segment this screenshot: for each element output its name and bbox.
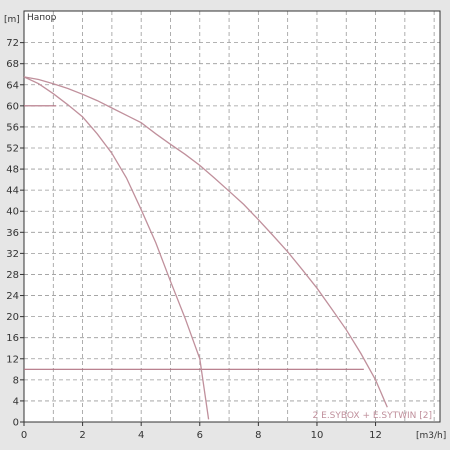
x-tick-label: 10 [311,430,324,441]
x-tick-label: 12 [369,430,382,441]
y-tick-label: 28 [6,270,19,281]
y-tick-label: 0 [13,418,19,429]
x-tick-label: 6 [197,430,203,441]
x-tick-label: 4 [138,430,144,441]
series-group [23,76,388,420]
y-tick-label: 68 [6,59,19,70]
x-axis: 0 2 4 6 8 10 12 [21,422,382,441]
x-tick-label: 0 [21,430,27,441]
y-axis-unit: [m] [4,15,20,25]
y-tick-label: 24 [6,291,19,302]
y-tick-label: 44 [6,186,19,197]
legend-label: 2 E.SYBOX + E.SYTWIN [2] [313,411,432,421]
x-tick-label: 8 [255,430,261,441]
y-tick-label: 48 [6,165,19,176]
x-axis-unit: [m3/h] [416,431,446,441]
series-line [23,76,210,420]
plot-border [23,10,441,423]
y-tick-label: 36 [6,228,19,239]
chart-title: Напор [27,13,57,23]
y-tick-label: 52 [6,144,19,155]
reference-lines [24,105,364,370]
y-tick-label: 12 [6,354,19,365]
y-tick-label: 60 [6,101,19,112]
y-tick-label: 32 [6,249,19,260]
y-tick-label: 72 [6,38,19,49]
y-tick-label: 16 [6,333,19,344]
y-tick-label: 4 [13,396,19,407]
y-tick-label: 64 [6,80,19,91]
grid [23,10,441,423]
y-tick-label: 8 [13,375,19,386]
plot-area [24,11,440,422]
series-line [23,76,388,408]
x-tick-label: 2 [79,430,85,441]
y-tick-label: 56 [6,122,19,133]
y-tick-label: 20 [6,312,19,323]
y-tick-label: 40 [6,207,19,218]
